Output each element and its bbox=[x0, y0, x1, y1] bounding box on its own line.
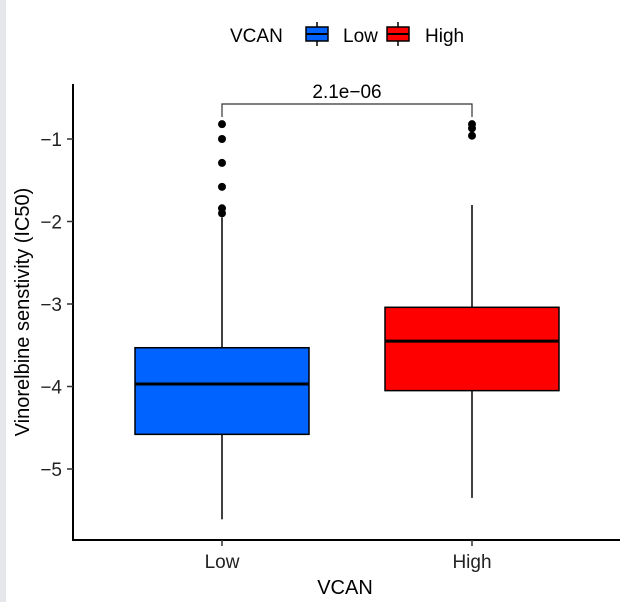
x-axis-title: VCAN bbox=[317, 577, 373, 599]
outlier-point bbox=[218, 182, 226, 191]
legend-title: VCAN bbox=[230, 26, 283, 47]
iqr-box bbox=[134, 346, 310, 436]
y-tick-label: −1 bbox=[40, 130, 62, 151]
box-high bbox=[384, 120, 560, 498]
legend-label-high: High bbox=[425, 26, 464, 47]
outlier-point bbox=[468, 124, 476, 133]
outlier-point bbox=[468, 131, 476, 140]
x-ticks: Low High bbox=[205, 540, 492, 573]
y-ticks: −1 −2 −3 −4 −5 bbox=[40, 130, 73, 481]
p-value-label: 2.1e−06 bbox=[312, 82, 381, 103]
y-axis-title: Vinorelbine senstivity (IC50) bbox=[12, 188, 34, 437]
x-tick-label: Low bbox=[205, 552, 240, 573]
outlier-point bbox=[218, 209, 226, 218]
outlier-point bbox=[218, 135, 226, 143]
y-tick-label: −5 bbox=[40, 460, 62, 481]
legend-label-low: Low bbox=[343, 26, 378, 47]
bracket-line bbox=[221, 103, 473, 117]
outlier-point bbox=[218, 120, 226, 129]
box-low bbox=[134, 120, 310, 520]
legend: VCAN Low High bbox=[230, 22, 464, 47]
y-tick-label: −4 bbox=[40, 378, 62, 399]
iqr-box bbox=[384, 306, 560, 392]
y-tick-label: −3 bbox=[40, 295, 62, 316]
boxes bbox=[134, 120, 560, 520]
window-edge bbox=[0, 0, 6, 602]
x-tick-label: High bbox=[452, 552, 491, 573]
significance-bracket: 2.1e−06 bbox=[221, 82, 473, 117]
y-tick-label: −2 bbox=[40, 213, 62, 234]
legend-key-low bbox=[305, 22, 329, 46]
legend-key-high bbox=[386, 22, 410, 46]
outlier-point bbox=[218, 158, 226, 167]
